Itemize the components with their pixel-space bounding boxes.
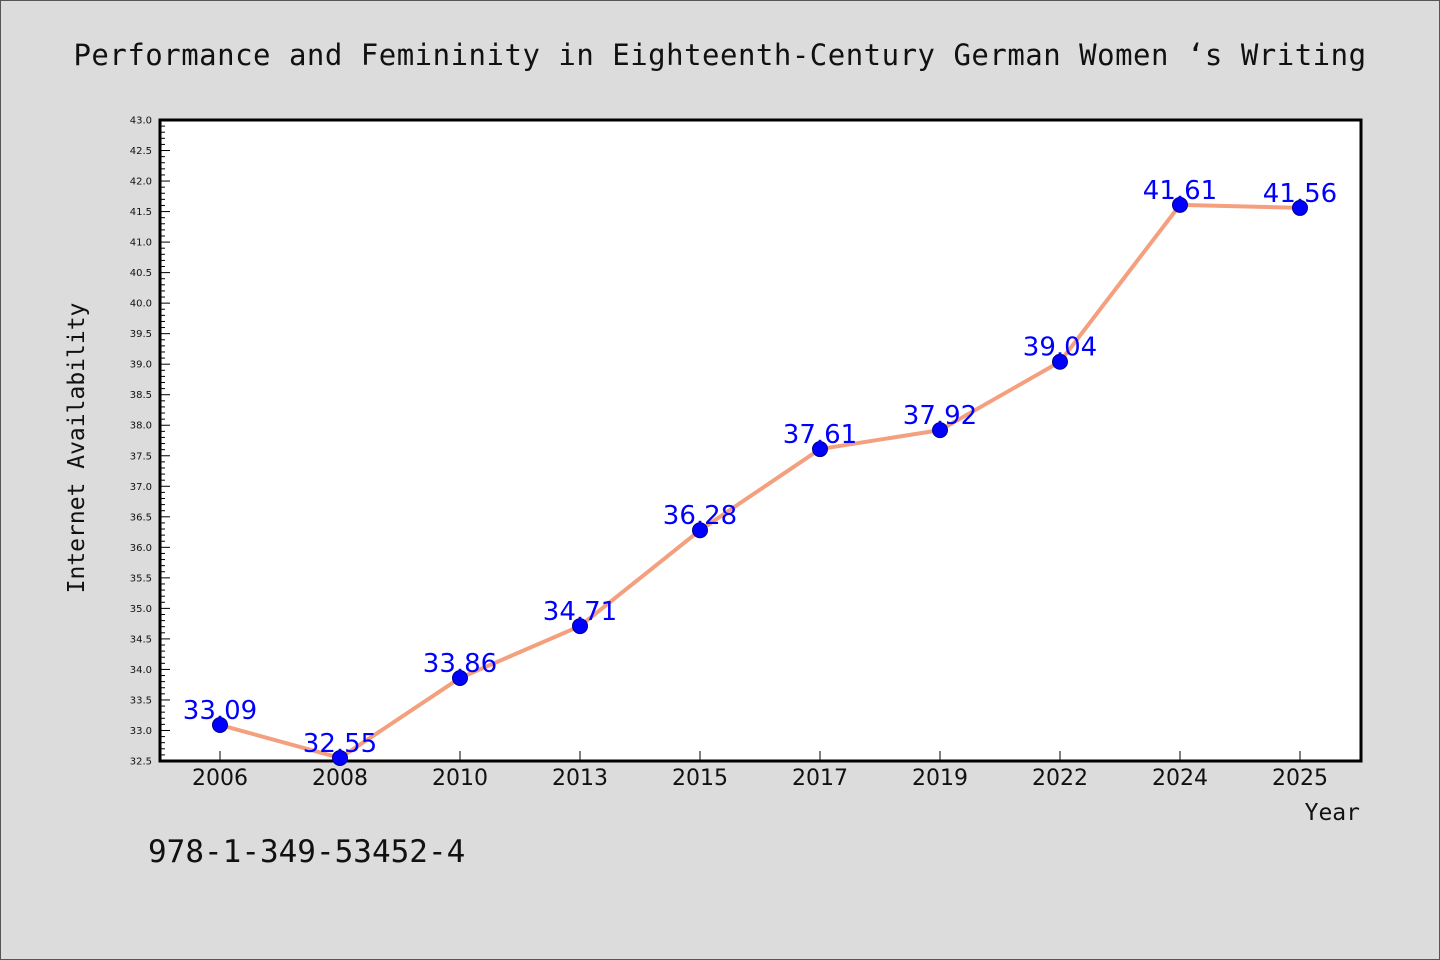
- data-point-marker: [1172, 196, 1188, 213]
- y-tick-label: 33.5: [130, 695, 152, 706]
- data-point-marker: [692, 522, 708, 539]
- y-tick-label: 37.5: [130, 451, 152, 462]
- y-axis: 32.5 33.0 33.5 34.0 34.5 35.0 35.5 36.0 36.5 37.0…: [130, 116, 170, 768]
- y-tick-label: 36.0: [130, 543, 152, 554]
- y-tick-label: 39.5: [130, 329, 152, 340]
- x-tick-label: 2017: [792, 766, 848, 791]
- y-tick-label: 39.0: [130, 360, 152, 371]
- y-tick-label: 33.0: [130, 726, 152, 737]
- data-point-label: 39.04: [1023, 333, 1097, 363]
- data-point-marker: [332, 749, 348, 766]
- y-tick-label: 34.5: [130, 634, 152, 645]
- isbn-text: 978-1-349-53452-4: [148, 834, 466, 870]
- x-tick-label: 2025: [1272, 766, 1328, 791]
- y-tick-label: 32.5: [130, 757, 152, 768]
- data-labels: 33.09 32.55 33.86 34.71 36.28 37.61 37.92 39.04…: [183, 176, 1337, 759]
- x-tick-label: 2008: [312, 766, 368, 791]
- data-point-marker: [1292, 199, 1308, 216]
- y-tick-label: 35.5: [130, 573, 152, 584]
- data-point-label: 37.92: [903, 401, 977, 431]
- x-axis-title: Year: [1305, 800, 1360, 826]
- y-tick-label: 42.5: [130, 146, 152, 157]
- data-point-label: 33.86: [423, 649, 497, 679]
- y-tick-label: 40.5: [130, 268, 152, 279]
- y-axis-title: Internet Availability: [64, 303, 90, 594]
- data-point-label: 32.55: [303, 729, 377, 759]
- x-tick-label: 2019: [912, 766, 968, 791]
- data-point-label: 36.28: [663, 501, 737, 531]
- x-tick-label: 2013: [552, 766, 608, 791]
- y-tick-label: 41.5: [130, 207, 152, 218]
- x-tick-label: 2010: [432, 766, 488, 791]
- data-point-label: 34.71: [543, 597, 617, 627]
- x-tick-label: 2024: [1152, 766, 1208, 791]
- y-tick-label: 38.0: [130, 421, 152, 432]
- series-markers: [212, 196, 1308, 766]
- x-tick-label: 2015: [672, 766, 728, 791]
- data-point-marker: [572, 618, 588, 635]
- data-point-label: 41.61: [1143, 176, 1217, 206]
- y-tick-label: 42.0: [130, 177, 152, 188]
- y-tick-label: 43.0: [130, 116, 152, 127]
- y-tick-label: 35.0: [130, 604, 152, 615]
- x-tick-label: 2006: [192, 766, 248, 791]
- y-tick-label: 41.0: [130, 238, 152, 249]
- y-tick-label: 40.0: [130, 299, 152, 310]
- data-point-marker: [812, 441, 828, 458]
- series-line: [219, 202, 1301, 760]
- x-axis: 2006 2008 2010 2013 2015 2017 2019 2022 2024 2025: [192, 751, 1328, 791]
- y-tick-label: 36.5: [130, 512, 152, 523]
- y-tick-label: 34.0: [130, 665, 152, 676]
- x-tick-label: 2022: [1032, 766, 1088, 791]
- data-point-label: 41.56: [1263, 179, 1337, 209]
- data-point-label: 33.09: [183, 696, 257, 726]
- y-tick-label: 37.0: [130, 482, 152, 493]
- data-point-label: 37.61: [783, 420, 857, 450]
- data-point-marker: [452, 669, 468, 686]
- data-point-marker: [1052, 353, 1068, 370]
- chart-title: Performance and Femininity in Eighteenth…: [73, 38, 1367, 72]
- plot-area: [158, 118, 1363, 763]
- data-point-marker: [212, 716, 228, 733]
- y-tick-label: 38.5: [130, 390, 152, 401]
- data-point-marker: [932, 422, 948, 439]
